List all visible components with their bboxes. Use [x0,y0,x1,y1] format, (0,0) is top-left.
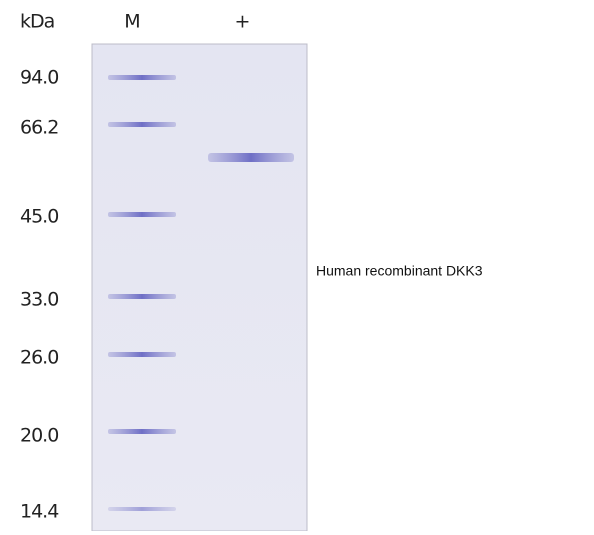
band [108,352,176,357]
marker-label: 33.0 [20,289,58,311]
marker-label: 14.4 [20,501,59,523]
marker-label: 66.2 [20,117,58,139]
band [108,507,176,511]
band [108,122,176,127]
marker-label: 94.0 [20,67,58,89]
page: {"header": {"unit": "kDa", "lanes": ["M"… [0,0,594,531]
annotation: Human recombinant DKK3 [316,263,483,279]
marker-label: 20.0 [20,425,58,447]
band [108,429,176,434]
lane-label: + [235,11,250,33]
gel [92,44,307,531]
band [108,212,176,217]
marker-label: 45.0 [20,206,58,228]
marker-label: 26.0 [20,347,58,369]
band [108,294,176,299]
band [108,75,176,80]
sample-band [208,153,294,162]
unit-label: kDa [20,11,54,33]
lane-label: M [124,11,139,33]
gel-figure: kDa M + 94.0 66.2 45.0 33.0 26.0 20.0 14… [0,0,594,531]
